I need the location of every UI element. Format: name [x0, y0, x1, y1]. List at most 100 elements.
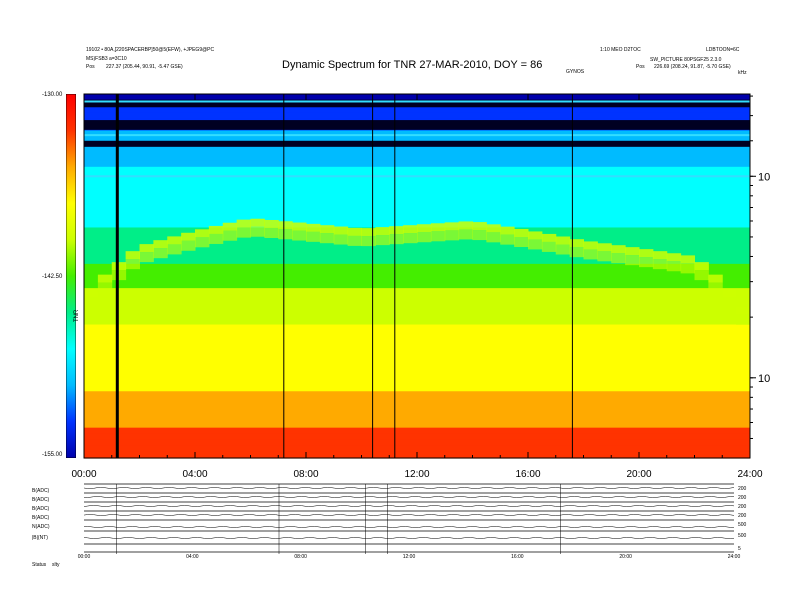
- spectrum-row: [84, 148, 750, 156]
- boundary-cell: [84, 289, 99, 298]
- panel-right-label: 500: [738, 522, 747, 528]
- boundary-cell: [264, 227, 279, 238]
- spectrum-row: [84, 409, 750, 417]
- header-right-pos-label: Pos: [636, 64, 645, 70]
- x-tick-label: 24:00: [737, 469, 762, 480]
- boundary-cell: [736, 306, 751, 315]
- boundary-cell: [472, 230, 487, 241]
- boundary-cell: [403, 225, 418, 234]
- spectrum-row: [84, 312, 750, 320]
- small-panels: B(ADC) B(ADC) B(ADC) B(ADC) N(ADC) |B|(NT) 200…: [32, 483, 747, 568]
- boundary-cell: [611, 245, 626, 254]
- boundary-cell: [333, 226, 349, 235]
- boundary-cell: [666, 253, 682, 262]
- boundary-cell: [181, 232, 196, 241]
- spectrum-row: [84, 112, 750, 119]
- boundary-cell: [569, 239, 584, 248]
- spectrum-row: [84, 318, 750, 326]
- boundary-cell: [139, 244, 154, 253]
- spectrum-row: [84, 379, 750, 386]
- spectrum-row: [84, 269, 750, 277]
- boundary-cell: [333, 234, 349, 245]
- artifact-line: [84, 134, 750, 137]
- boundary-cell: [139, 252, 154, 263]
- boundary-cell: [500, 226, 515, 235]
- spectrum-row: [84, 330, 750, 338]
- boundary-cell: [347, 235, 362, 246]
- boundary-cell: [361, 236, 376, 247]
- boundary-cell: [319, 233, 335, 244]
- boundary-cell: [403, 233, 418, 244]
- spectrum-row: [84, 263, 750, 271]
- spectrum-row: [84, 160, 750, 168]
- status-label: Status: [32, 562, 47, 568]
- boundary-cell: [292, 230, 307, 241]
- spectrum-row: [84, 391, 750, 398]
- spectrum-row: [84, 215, 750, 222]
- boundary-cell: [680, 263, 695, 274]
- panel-label: B(ADC): [32, 497, 50, 503]
- saturated-band: [84, 120, 750, 130]
- boundary-cell: [486, 232, 501, 243]
- spectrum-row: [84, 439, 750, 447]
- boundary-cell: [250, 226, 265, 237]
- colorbar-max-label: -130.00: [42, 92, 63, 98]
- spectrum-row: [84, 288, 750, 295]
- boundary-cell: [736, 314, 751, 325]
- boundary-cell: [417, 232, 432, 243]
- x-tick-label: 20:00: [626, 469, 651, 480]
- dynamic-spectrum-plot: 00:00 04:00 08:00 12:00 16:00 20:00 24:00 100 10: [71, 93, 770, 480]
- panel-right-label: 5: [738, 546, 741, 552]
- panel-label: |B|(NT): [32, 535, 48, 541]
- boundary-cell: [486, 224, 501, 233]
- spectrum-row: [84, 185, 750, 192]
- spectrum-row: [84, 324, 750, 332]
- boundary-cell: [444, 230, 460, 241]
- boundary-cell: [195, 229, 210, 238]
- spectrum-row: [84, 360, 750, 368]
- panel-time-label: 16:00: [511, 554, 524, 560]
- panel-time-label: 12:00: [403, 554, 416, 560]
- boundary-cell: [167, 236, 182, 245]
- boundary-cell: [278, 221, 293, 230]
- boundary-cell: [181, 240, 196, 251]
- panel-trace: [83, 526, 735, 528]
- boundary-cell: [430, 223, 446, 232]
- boundary-cell: [625, 247, 640, 256]
- header-left-pos: 227.37 (205.44, 90.91, -5.47 GSE): [106, 64, 183, 70]
- boundary-cell: [708, 282, 723, 293]
- spectrum-row: [84, 403, 750, 411]
- boundary-cell: [680, 255, 695, 264]
- boundary-cell: [528, 231, 543, 240]
- panel-label: B(ADC): [32, 515, 50, 521]
- spectrum-row: [84, 106, 750, 113]
- spectrum-row: [84, 421, 750, 429]
- header-right-line1: 1:10 MEO D2TOC: [600, 47, 641, 53]
- spectrum-row: [84, 336, 750, 344]
- colorbar-min-label: -155.00: [42, 452, 63, 458]
- spectrum-row: [84, 445, 750, 453]
- panel-time-label: 20:00: [619, 554, 632, 560]
- spectrum-row: [84, 427, 750, 435]
- status-value: slty: [52, 562, 60, 568]
- panel-label: B(ADC): [32, 488, 50, 494]
- boundary-cell: [319, 225, 335, 234]
- saturated-band: [84, 140, 750, 147]
- spectrum-row: [84, 348, 750, 356]
- spectrum-row: [84, 251, 750, 259]
- spectrum-row: [84, 209, 750, 216]
- boundary-cell: [708, 274, 723, 283]
- boundary-cell: [625, 255, 640, 266]
- boundary-cell: [694, 262, 709, 271]
- spectrum-row: [84, 178, 750, 186]
- boundary-cell: [541, 241, 557, 252]
- boundary-cell: [222, 230, 238, 241]
- spectrum-row: [84, 367, 750, 374]
- boundary-cell: [528, 239, 543, 250]
- spectrum-row: [84, 415, 750, 423]
- boundary-cell: [652, 251, 668, 260]
- boundary-cell: [639, 257, 654, 268]
- header-right-line2: LDBTOON=6C: [706, 47, 740, 53]
- boundary-cell: [417, 224, 432, 233]
- boundary-cell: [722, 289, 737, 298]
